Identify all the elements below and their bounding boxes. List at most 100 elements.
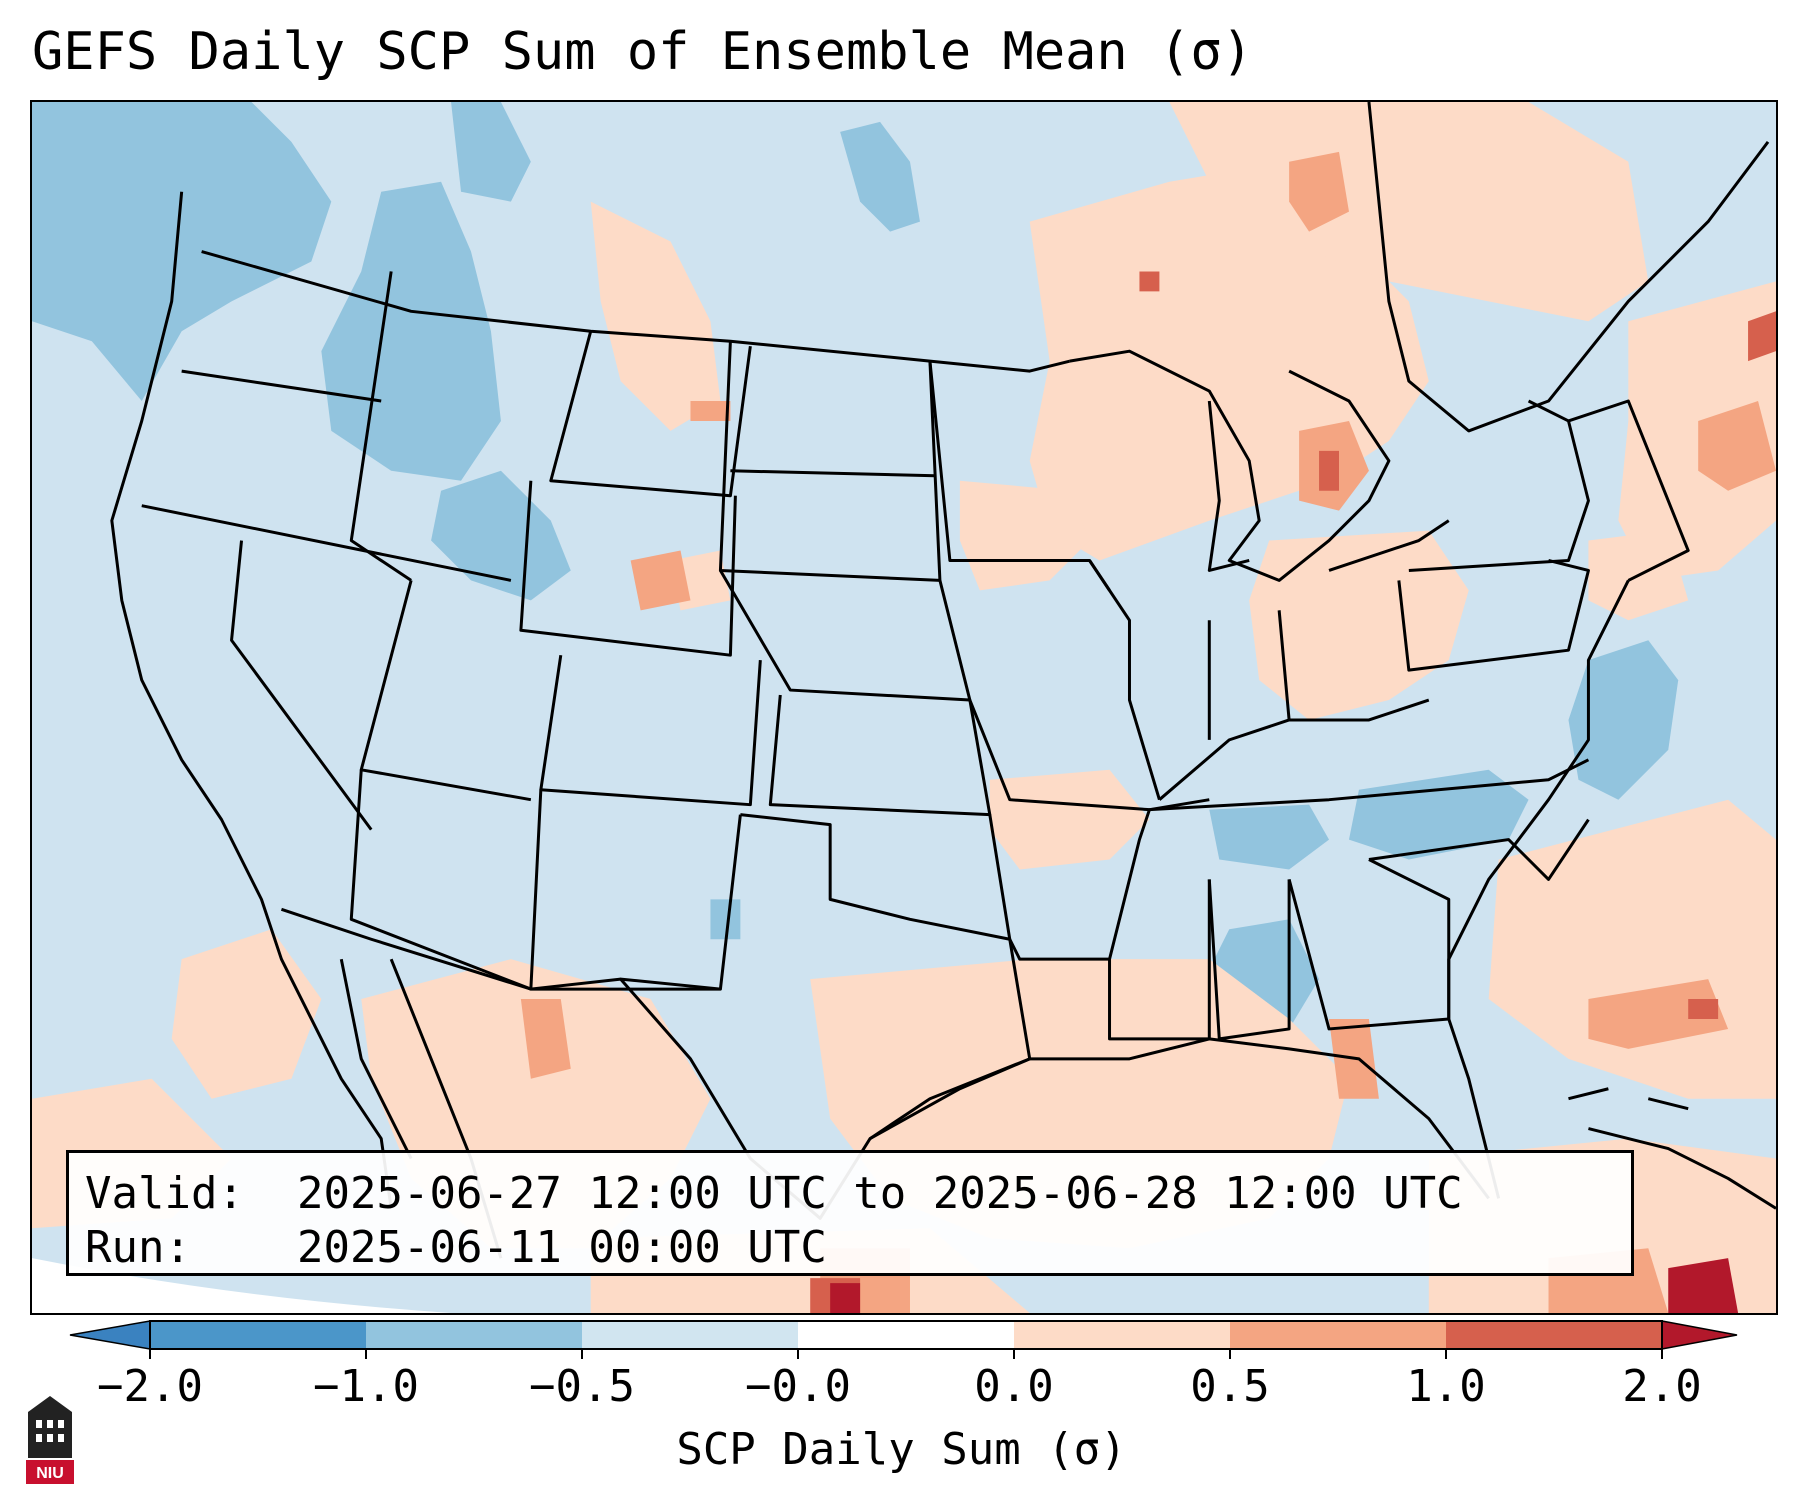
niu-logo-svg: NIU <box>26 1396 74 1484</box>
illinois-line <box>1088 559 1161 801</box>
colorbar-seg-0-05 <box>1014 1321 1230 1349</box>
new-england-strong-spot <box>1748 311 1776 362</box>
atlantic-region <box>1488 799 1776 1099</box>
colorbar-seg-1-2 <box>1446 1321 1662 1349</box>
niu-logo-icon: NIU <box>22 1392 78 1486</box>
run-row: Run: 2025-06-11 00:00 UTC <box>85 1221 1615 1275</box>
atlantic-spot <box>1588 979 1729 1049</box>
colorbar <box>69 1320 1738 1359</box>
nebraska-line <box>719 569 972 702</box>
colorbar-tick-label: −0.5 <box>529 1361 635 1412</box>
north-dakota-region <box>840 121 920 232</box>
colorbar-tick-label: 2.0 <box>1622 1361 1702 1412</box>
colorbar-svg <box>69 1320 1738 1359</box>
state-boundaries <box>110 102 1776 1259</box>
map-canvas <box>32 102 1776 1313</box>
baja-line <box>339 958 413 1160</box>
ontario-spot <box>1289 151 1349 232</box>
western-mt-region <box>451 102 531 202</box>
michigan-strong-spot <box>1319 450 1340 491</box>
mid-south-region <box>989 769 1150 870</box>
colorbar-tick-marks <box>149 1349 1663 1359</box>
colorbar-tick-label: 1.0 <box>1406 1361 1486 1412</box>
colorbar-tick-label: 0.5 <box>1190 1361 1270 1412</box>
north-carolina-region <box>1348 769 1529 860</box>
colorbar-seg-neg05-0 <box>582 1321 798 1349</box>
california-oregon-border <box>141 504 512 582</box>
mt-spot <box>690 401 731 421</box>
atlantic-strong-spot <box>1688 999 1719 1019</box>
idaho-line <box>349 271 412 582</box>
west-coast-line <box>110 191 393 1209</box>
wyoming-line <box>519 480 737 657</box>
arizona-line <box>349 769 532 991</box>
virginia-coast-region <box>1568 640 1679 800</box>
new-england-region <box>1618 281 1776 581</box>
extreme-positive-regions <box>830 1258 1739 1313</box>
bahamas-line <box>1568 1087 1689 1111</box>
colorbar-extend-high <box>1661 1320 1738 1350</box>
ontario-strong-spot <box>1139 271 1160 292</box>
ohio-line <box>1277 610 1291 721</box>
carolina-line <box>1368 818 1590 881</box>
canada-east-region <box>1169 102 1649 322</box>
cuba-line <box>1588 1127 1776 1210</box>
midwest-line-2 <box>968 699 1210 812</box>
new-england-spot <box>1698 401 1776 491</box>
kansas-line <box>768 694 992 817</box>
projection-edge <box>32 1258 452 1313</box>
idaho-region <box>321 181 501 481</box>
colorbar-seg-neg2-neg1 <box>150 1321 366 1349</box>
new-england-line <box>1568 399 1690 582</box>
utah-line <box>359 580 532 802</box>
valid-value: 2025-06-27 12:00 UTC to 2025-06-28 12:00… <box>297 1168 1463 1219</box>
oklahoma-line <box>740 813 1012 941</box>
ohio-valley-region <box>1249 530 1469 720</box>
colorbar-label: SCP Daily Sum (σ) <box>676 1424 1127 1475</box>
dakota-line <box>718 341 942 582</box>
logo-windows <box>36 1420 64 1442</box>
run-value: 2025-06-11 00:00 UTC <box>297 1222 827 1273</box>
great-lakes-shore <box>1069 349 1391 582</box>
light-positive-regions <box>32 102 1776 1313</box>
dakota-divider <box>730 469 935 478</box>
valid-row: Valid: 2025-06-27 12:00 UTC to 2025-06-28… <box>85 1167 1615 1221</box>
oregon-wash-border <box>181 369 382 403</box>
wyoming-spot <box>630 550 691 611</box>
pennsylvania-line <box>1397 559 1590 672</box>
colorbar-tick-label: −0.0 <box>745 1361 851 1412</box>
mexico-spot <box>520 999 571 1079</box>
tennessee-region <box>1209 804 1330 870</box>
east-coast-line <box>1447 579 1630 1199</box>
run-info-box: Valid: 2025-06-27 12:00 UTC to 2025-06-28… <box>66 1150 1634 1276</box>
map-panel <box>30 100 1778 1315</box>
mississippi-line <box>1108 879 1211 1041</box>
logo-text: NIU <box>36 1465 64 1482</box>
colorado-line <box>539 654 762 807</box>
bottom-extreme-spot <box>830 1283 861 1313</box>
colorbar-tick-label: −2.0 <box>97 1361 203 1412</box>
lake-michigan-shore <box>1207 400 1250 572</box>
montana-line <box>549 330 752 498</box>
chart-title: GEFS Daily SCP Sum of Ensemble Mean (σ) <box>32 22 1253 82</box>
lake-erie-shore <box>1328 519 1450 572</box>
montana-east-region <box>590 201 721 431</box>
colorbar-seg-neg1-neg05 <box>366 1321 582 1349</box>
canada-quebec-line <box>1367 102 1770 433</box>
colorbar-border <box>149 1320 1663 1350</box>
alabama-line <box>1207 879 1291 1041</box>
colorbar-tick-labels: −2.0 −1.0 −0.5 −0.0 0.0 0.5 1.0 2.0 <box>0 1349 1803 1412</box>
new-mexico-line <box>529 789 742 991</box>
colorbar-seg-05-1 <box>1230 1321 1446 1349</box>
pacific-northwest-region <box>32 102 332 402</box>
texas-west-spot <box>710 899 741 940</box>
wyoming-utah-region <box>431 470 571 601</box>
colorbar-extend-low <box>69 1320 151 1350</box>
valid-label: Valid: <box>85 1168 244 1219</box>
caribbean-extreme-spot <box>1668 1258 1739 1313</box>
kentucky-line <box>1158 698 1430 801</box>
logo-badge <box>26 1460 74 1484</box>
baja-region <box>171 929 322 1099</box>
run-label: Run: <box>85 1222 191 1273</box>
gulf-coast-line <box>869 1037 1490 1200</box>
